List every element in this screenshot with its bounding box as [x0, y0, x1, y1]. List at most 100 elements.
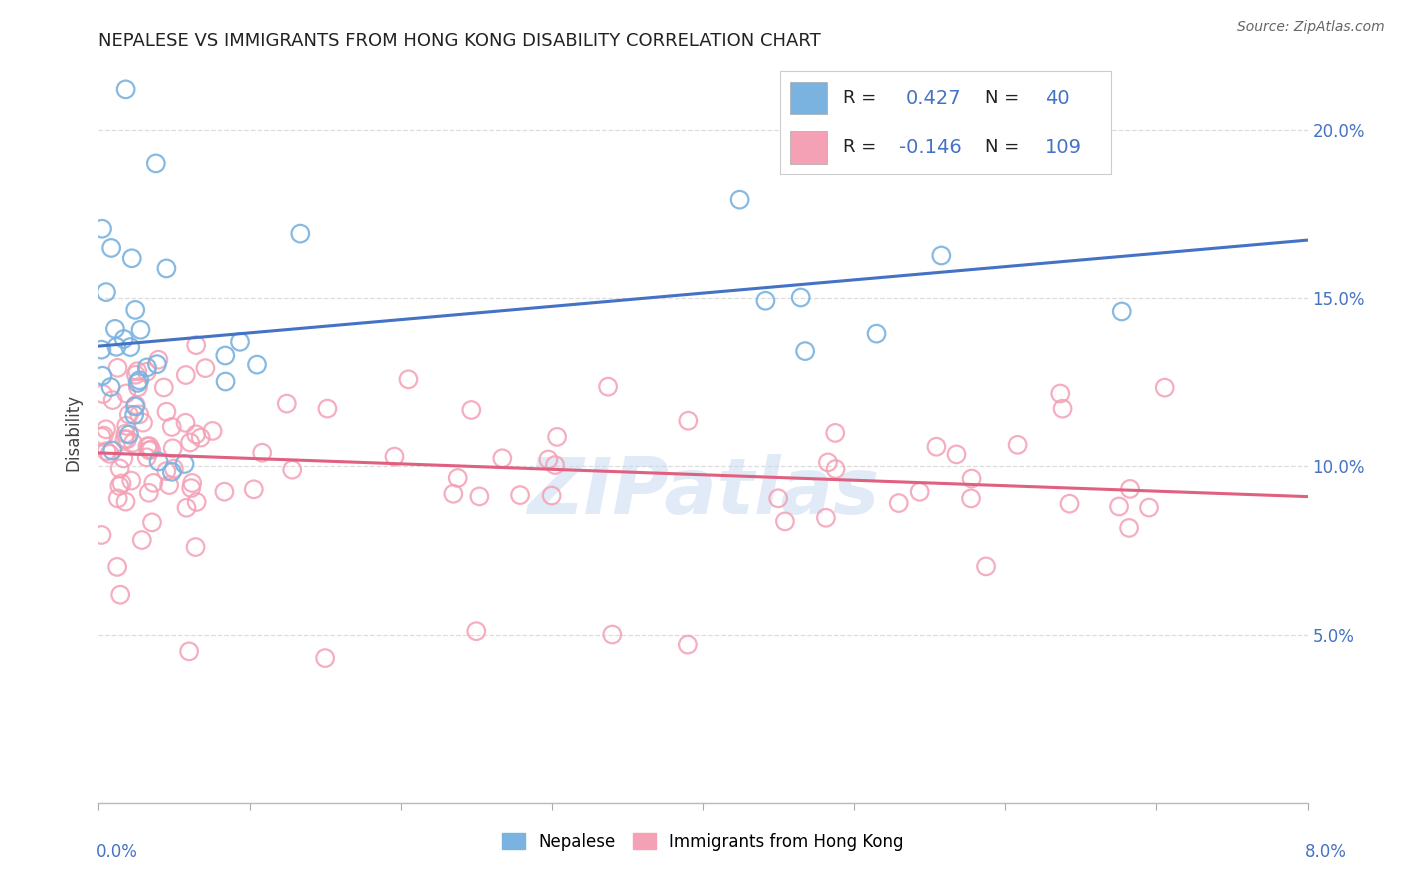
Point	[114, 82, 136, 96]
Point	[93, 428, 115, 442]
Point	[766, 491, 789, 506]
Point	[141, 516, 163, 530]
Point	[398, 372, 420, 386]
Point	[447, 471, 470, 485]
Point	[155, 464, 177, 478]
Point	[1059, 497, 1081, 511]
Point	[107, 360, 129, 375]
Point	[114, 432, 136, 446]
Point	[125, 368, 148, 382]
Point	[960, 491, 983, 506]
FancyBboxPatch shape	[790, 131, 827, 163]
Text: R =: R =	[844, 138, 876, 156]
Point	[138, 485, 160, 500]
Text: 40: 40	[1045, 88, 1070, 108]
Point	[960, 472, 983, 486]
Text: -0.146: -0.146	[900, 137, 962, 157]
Point	[186, 495, 208, 509]
Point	[180, 481, 202, 495]
Y-axis label: Disability: Disability	[65, 394, 83, 471]
Point	[598, 379, 620, 393]
Point	[384, 450, 406, 464]
Point	[865, 326, 887, 341]
Point	[91, 221, 114, 235]
Point	[155, 405, 177, 419]
Point	[160, 465, 183, 479]
Point	[112, 332, 135, 346]
Point	[176, 500, 198, 515]
Point	[135, 365, 157, 379]
Text: ZIPatlas: ZIPatlas	[527, 454, 879, 530]
Point	[127, 364, 149, 378]
Point	[537, 452, 560, 467]
Point	[101, 393, 124, 408]
Point	[142, 475, 165, 490]
Point	[824, 462, 846, 476]
Text: N =: N =	[986, 138, 1019, 156]
Point	[174, 368, 197, 382]
Point	[214, 484, 236, 499]
Point	[138, 439, 160, 453]
Point	[114, 494, 136, 508]
Point	[246, 358, 269, 372]
FancyBboxPatch shape	[790, 82, 827, 114]
Point	[163, 461, 186, 475]
Point	[540, 489, 562, 503]
Point	[96, 444, 118, 458]
Point	[108, 588, 131, 602]
Point	[465, 624, 488, 639]
Point	[104, 322, 127, 336]
Text: 109: 109	[1045, 137, 1081, 157]
Point	[145, 156, 167, 170]
Point	[90, 343, 112, 357]
Point	[186, 338, 208, 352]
Point	[157, 478, 180, 492]
Point	[138, 443, 160, 458]
Point	[132, 416, 155, 430]
Point	[139, 442, 162, 457]
Point	[124, 400, 146, 414]
Point	[128, 408, 150, 422]
Point	[98, 447, 121, 461]
Point	[146, 357, 169, 371]
Text: 0.427: 0.427	[905, 88, 962, 108]
Point	[105, 560, 128, 574]
Point	[115, 418, 138, 433]
Point	[1108, 500, 1130, 514]
Point	[91, 368, 114, 383]
Point	[124, 302, 146, 317]
Text: NEPALESE VS IMMIGRANTS FROM HONG KONG DISABILITY CORRELATION CHART: NEPALESE VS IMMIGRANTS FROM HONG KONG DI…	[98, 32, 821, 50]
Point	[509, 488, 531, 502]
Point	[101, 443, 124, 458]
Point	[120, 474, 142, 488]
Point	[773, 515, 796, 529]
Point	[1118, 521, 1140, 535]
Point	[789, 291, 811, 305]
Point	[290, 227, 312, 241]
Point	[90, 528, 112, 542]
Point	[174, 416, 197, 430]
Point	[110, 476, 132, 491]
Point	[127, 380, 149, 394]
Point	[184, 427, 207, 442]
Point	[184, 540, 207, 554]
Point	[100, 380, 122, 394]
Point	[118, 408, 141, 422]
Point	[1137, 500, 1160, 515]
Point	[316, 401, 339, 416]
Point	[1063, 148, 1085, 162]
Point	[276, 396, 298, 410]
Point	[814, 510, 837, 524]
Point	[1153, 381, 1175, 395]
Point	[100, 241, 122, 255]
Point	[1119, 482, 1142, 496]
Point	[243, 483, 266, 497]
Point	[115, 433, 138, 447]
Point	[160, 420, 183, 434]
Point	[91, 387, 114, 401]
Point	[602, 627, 624, 641]
Point	[214, 349, 236, 363]
Point	[314, 651, 336, 665]
Point	[794, 344, 817, 359]
Point	[162, 442, 184, 456]
